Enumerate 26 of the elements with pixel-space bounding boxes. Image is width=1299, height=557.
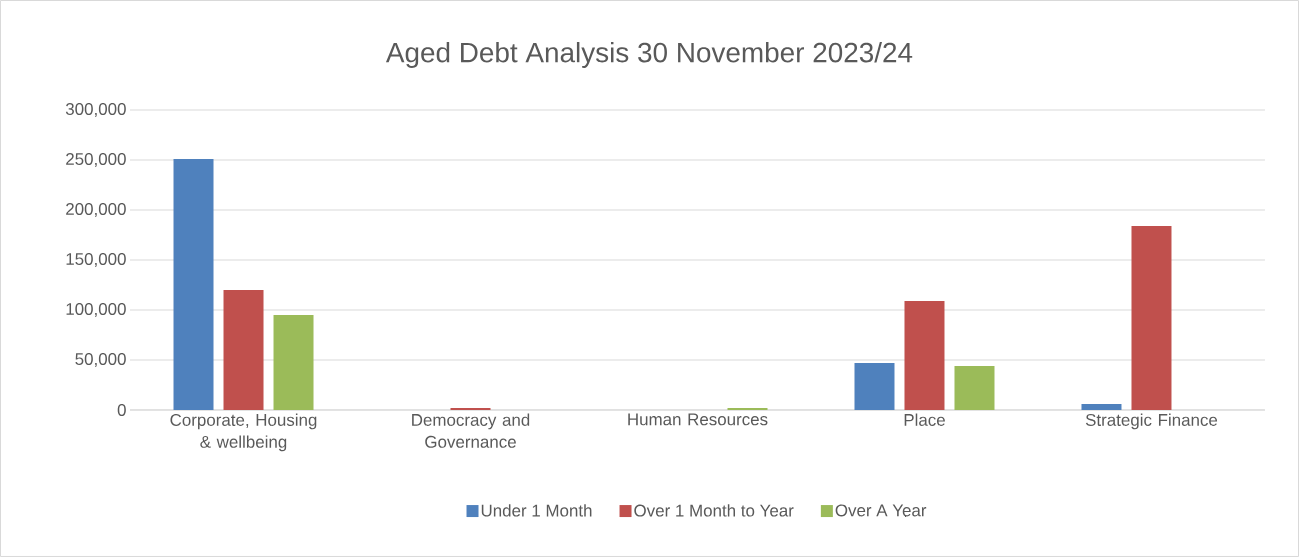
x-tick-label: Corporate, Housing & wellbeing <box>170 413 317 452</box>
bar <box>273 314 314 410</box>
x-tick-label: Place <box>904 413 945 426</box>
y-tick-label: 250,000 <box>66 152 126 167</box>
legend-label: Under 1 Month <box>481 504 592 517</box>
bar <box>1081 403 1122 410</box>
y-tick-label: 300,000 <box>65 102 126 117</box>
bar <box>1131 225 1172 410</box>
chart-title: Aged Debt Analysis 30 November 2023/24 <box>385 42 913 68</box>
bar <box>223 289 264 410</box>
y-tick-label: 50,000 <box>75 352 126 367</box>
y-tick-label: 200,000 <box>66 202 126 217</box>
bar <box>854 362 895 410</box>
legend-label: Over A Year <box>835 504 927 517</box>
bar <box>173 158 214 410</box>
y-tick-label: 0 <box>117 403 126 416</box>
bar <box>904 300 945 410</box>
y-tick-label: 100,000 <box>66 302 126 317</box>
x-tick-label: Strategic Finance <box>1085 413 1218 430</box>
bar <box>450 407 491 410</box>
bar <box>727 407 768 410</box>
legend-label: Over 1 Month to Year <box>634 504 794 517</box>
bar <box>954 365 995 410</box>
x-tick-label: Human Resources <box>628 413 768 426</box>
x-tick-label: Democracy and Governance <box>412 413 530 448</box>
y-tick-label: 150,000 <box>66 252 126 267</box>
